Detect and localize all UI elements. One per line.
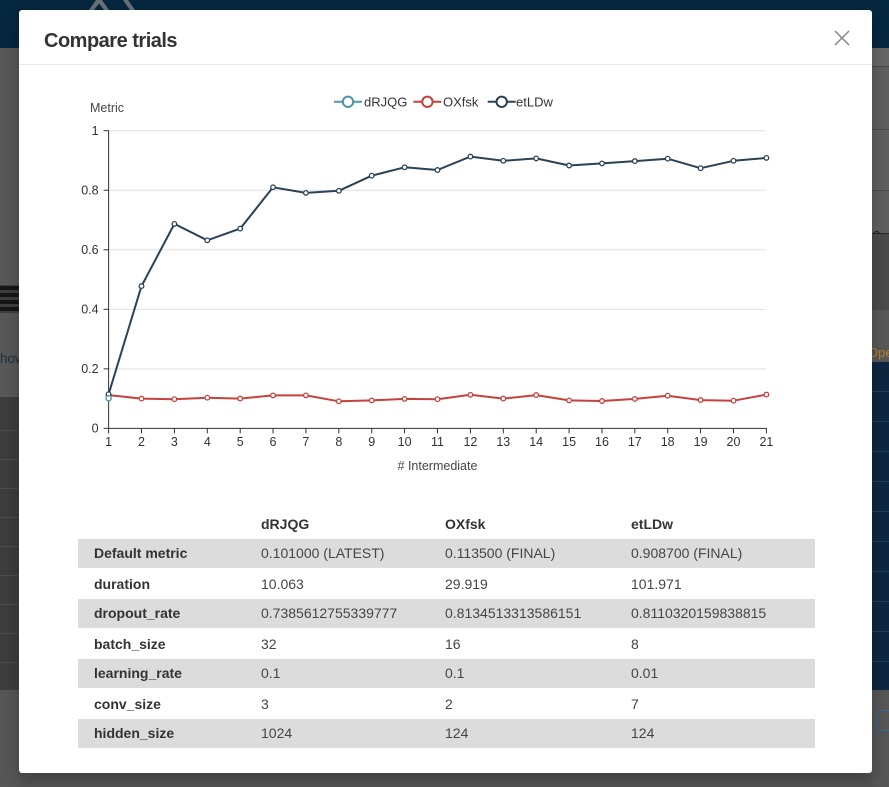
svg-text:0.4: 0.4 <box>81 303 98 317</box>
svg-text:10: 10 <box>398 435 412 449</box>
svg-text:0.6: 0.6 <box>81 243 98 257</box>
svg-text:Metric: Metric <box>90 101 124 115</box>
svg-text:etLDw: etLDw <box>516 94 553 109</box>
svg-text:18: 18 <box>661 435 675 449</box>
svg-text:0: 0 <box>92 422 99 436</box>
svg-text:17: 17 <box>628 435 642 449</box>
svg-text:dRJQG: dRJQG <box>364 94 407 109</box>
svg-text:1: 1 <box>92 124 99 138</box>
svg-text:2: 2 <box>138 435 145 449</box>
svg-text:5: 5 <box>237 435 244 449</box>
svg-text:20: 20 <box>727 435 741 449</box>
svg-text:1: 1 <box>105 435 112 449</box>
svg-text:12: 12 <box>463 435 477 449</box>
svg-text:16: 16 <box>595 435 609 449</box>
svg-text:14: 14 <box>529 435 543 449</box>
svg-text:7: 7 <box>302 435 309 449</box>
svg-text:4: 4 <box>204 435 211 449</box>
svg-text:13: 13 <box>496 435 510 449</box>
svg-text:0.2: 0.2 <box>81 362 98 376</box>
svg-text:19: 19 <box>694 435 708 449</box>
svg-text:0.8: 0.8 <box>81 184 98 198</box>
svg-text:8: 8 <box>335 435 342 449</box>
svg-text:9: 9 <box>368 435 375 449</box>
svg-text:21: 21 <box>759 435 773 449</box>
svg-text:11: 11 <box>431 435 444 449</box>
svg-text:OXfsk: OXfsk <box>443 94 479 109</box>
svg-text:15: 15 <box>562 435 576 449</box>
svg-text:# Intermediate: # Intermediate <box>398 459 478 473</box>
svg-text:3: 3 <box>171 435 178 449</box>
svg-text:6: 6 <box>270 435 277 449</box>
